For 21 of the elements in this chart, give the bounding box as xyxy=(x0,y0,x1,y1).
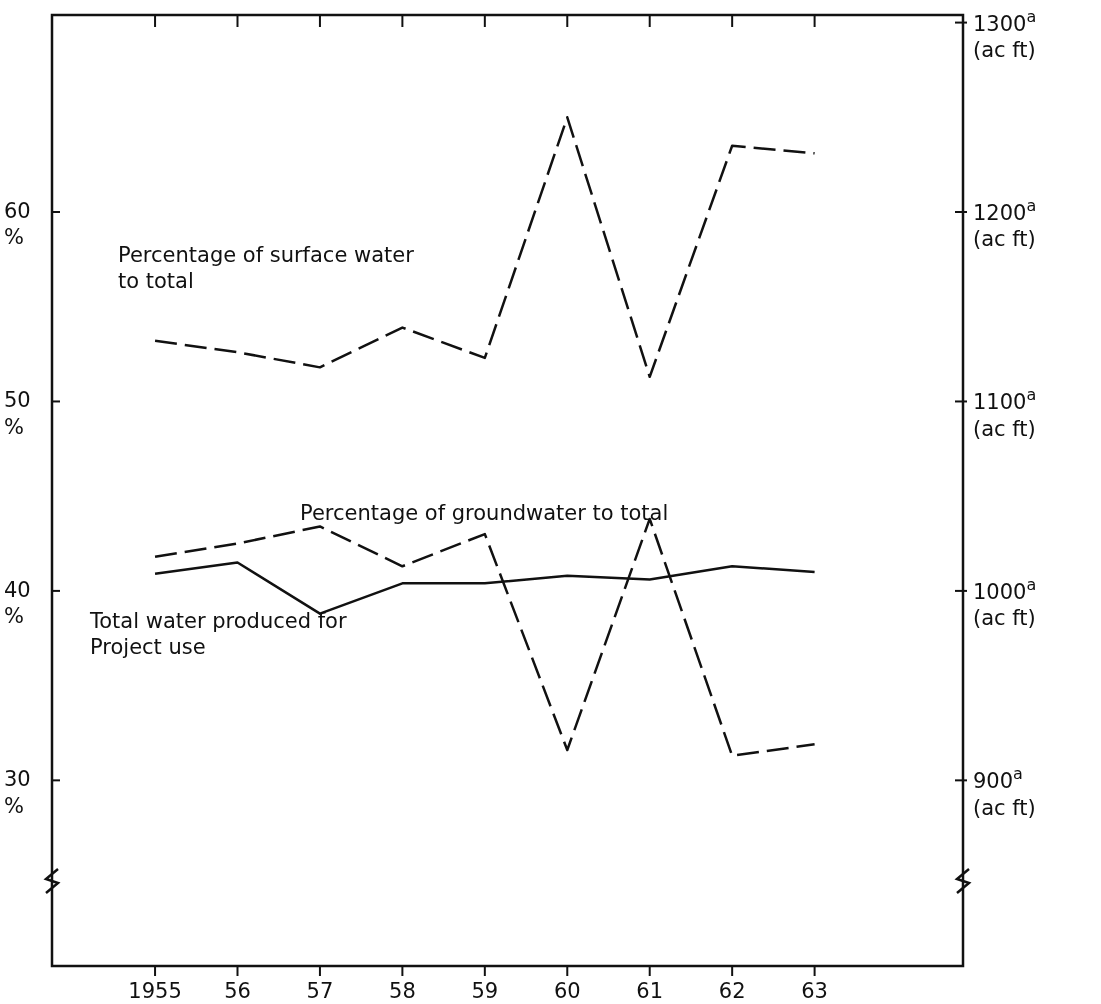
y2-tick-label: 1200$^{a}$ (ac ft) xyxy=(973,195,1037,252)
x-tick-label: 57 xyxy=(306,979,334,1003)
series-label: Percentage of surface water to total xyxy=(118,243,415,294)
y-tick-label: 50 % xyxy=(4,388,31,439)
y2-tick-label: 1300$^{a}$ (ac ft) xyxy=(973,6,1037,62)
y-tick-label: 60 % xyxy=(4,199,31,250)
x-tick-label: 63 xyxy=(801,979,828,1003)
y-tick-label: 30 % xyxy=(4,767,31,818)
x-tick-label: 1955 xyxy=(128,979,182,1003)
series-label: Total water produced for Project use xyxy=(89,609,347,660)
x-tick-label: 60 xyxy=(553,979,581,1003)
y-tick-label: 40 % xyxy=(4,577,31,629)
x-tick-label: 56 xyxy=(224,979,251,1003)
y2-tick-label: 1000$^{a}$ (ac ft) xyxy=(973,574,1037,631)
y2-tick-label: 900$^{a}$ (ac ft) xyxy=(973,763,1036,820)
x-tick-label: 59 xyxy=(471,979,499,1003)
series-label: Percentage of groundwater to total xyxy=(300,501,669,525)
x-tick-label: 62 xyxy=(718,979,746,1003)
x-tick-label: 58 xyxy=(389,979,416,1003)
y2-tick-label: 1100$^{a}$ (ac ft) xyxy=(973,384,1037,441)
x-tick-label: 61 xyxy=(636,979,664,1003)
